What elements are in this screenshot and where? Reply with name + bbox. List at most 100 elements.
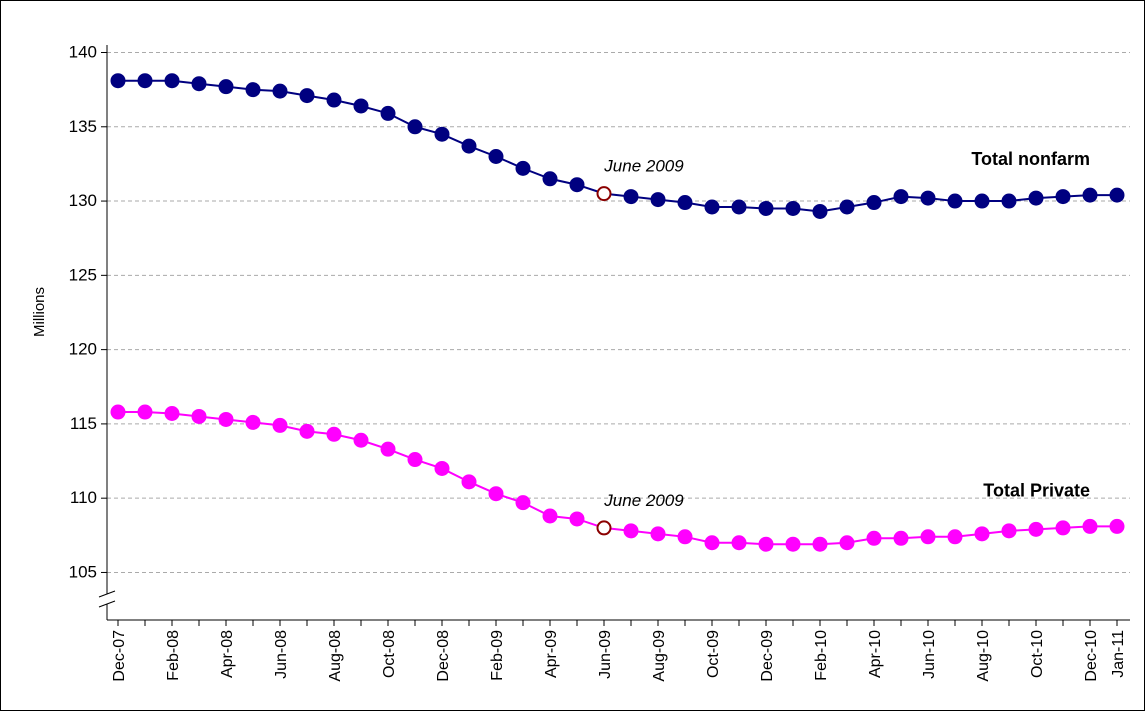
- axis-break: [98, 600, 116, 608]
- marker: [947, 193, 963, 209]
- marker: [569, 511, 585, 527]
- marker: [164, 406, 180, 422]
- axis-break: [98, 590, 116, 598]
- marker: [731, 535, 747, 551]
- marker: [920, 190, 936, 206]
- marker: [1028, 521, 1044, 537]
- x-tick-label: Apr-08: [219, 630, 236, 678]
- series-label: Total Private: [983, 480, 1090, 500]
- x-tick-label: Jun-09: [597, 630, 614, 679]
- marker: [1001, 193, 1017, 209]
- x-tick-label: Feb-09: [489, 630, 506, 681]
- y-tick-label: 120: [69, 340, 97, 359]
- marker: [1109, 518, 1125, 534]
- y-tick-label: 115: [70, 414, 97, 433]
- y-tick-label: 135: [69, 117, 97, 136]
- marker: [110, 404, 126, 420]
- marker: [380, 441, 396, 457]
- marker: [542, 171, 558, 187]
- marker: [353, 98, 369, 114]
- marker: [974, 526, 990, 542]
- marker: [434, 126, 450, 142]
- x-tick-label: Aug-10: [975, 630, 992, 682]
- x-tick-label: Jan-11: [1110, 630, 1127, 678]
- marker: [191, 408, 207, 424]
- marker: [488, 486, 504, 502]
- marker: [461, 138, 477, 154]
- marker: [731, 199, 747, 215]
- marker: [137, 404, 153, 420]
- x-tick-label: Dec-09: [759, 630, 776, 682]
- marker: [1028, 190, 1044, 206]
- marker: [785, 200, 801, 216]
- x-tick-label: Feb-08: [165, 630, 182, 681]
- marker: [677, 529, 693, 545]
- y-tick-label: 140: [69, 43, 97, 62]
- y-tick-label: 130: [69, 191, 97, 210]
- marker: [542, 508, 558, 524]
- marker: [947, 529, 963, 545]
- x-tick-label: Jun-10: [921, 630, 938, 679]
- marker: [785, 536, 801, 552]
- x-tick-label: Dec-10: [1083, 630, 1100, 682]
- marker: [245, 82, 261, 98]
- marker: [272, 417, 288, 433]
- marker: [461, 474, 477, 490]
- x-tick-label: Feb-10: [813, 630, 830, 681]
- marker: [299, 88, 315, 104]
- marker: [623, 523, 639, 539]
- y-tick-label: 105: [69, 562, 97, 581]
- marker: [1055, 189, 1071, 205]
- marker: [650, 526, 666, 542]
- marker: [839, 199, 855, 215]
- series-label: Total nonfarm: [971, 149, 1090, 169]
- x-tick-label: Aug-08: [327, 630, 344, 682]
- marker: [218, 79, 234, 95]
- marker: [326, 426, 342, 442]
- marker: [407, 119, 423, 135]
- marker: [488, 148, 504, 164]
- x-tick-label: Apr-10: [867, 630, 884, 678]
- x-tick-label: Dec-08: [435, 630, 452, 682]
- x-tick-label: Oct-08: [381, 630, 398, 678]
- marker: [110, 73, 126, 89]
- marker: [1109, 187, 1125, 203]
- y-axis-label: Millions: [31, 287, 48, 337]
- marker: [920, 529, 936, 545]
- marker: [812, 536, 828, 552]
- marker: [758, 200, 774, 216]
- marker: [515, 495, 531, 511]
- marker: [893, 189, 909, 205]
- marker: [272, 83, 288, 99]
- x-tick-label: Oct-10: [1029, 630, 1046, 678]
- marker: [650, 192, 666, 208]
- marker: [704, 535, 720, 551]
- marker: [299, 423, 315, 439]
- marker: [812, 203, 828, 219]
- marker: [164, 73, 180, 89]
- x-tick-label: Aug-09: [651, 630, 668, 682]
- marker: [893, 530, 909, 546]
- x-tick-label: Jun-08: [273, 630, 290, 679]
- marker: [839, 535, 855, 551]
- marker: [1082, 518, 1098, 534]
- annotation: June 2009: [603, 491, 684, 510]
- marker: [380, 105, 396, 121]
- marker: [218, 411, 234, 427]
- marker: [758, 536, 774, 552]
- marker: [569, 177, 585, 193]
- highlight-marker: [596, 520, 612, 536]
- marker: [434, 460, 450, 476]
- marker: [1001, 523, 1017, 539]
- marker: [974, 193, 990, 209]
- marker: [137, 73, 153, 89]
- marker: [326, 92, 342, 108]
- y-tick-label: 125: [69, 265, 97, 284]
- marker: [704, 199, 720, 215]
- y-tick-label: 110: [70, 488, 97, 507]
- marker: [1082, 187, 1098, 203]
- marker: [1055, 520, 1071, 536]
- highlight-marker: [596, 186, 612, 202]
